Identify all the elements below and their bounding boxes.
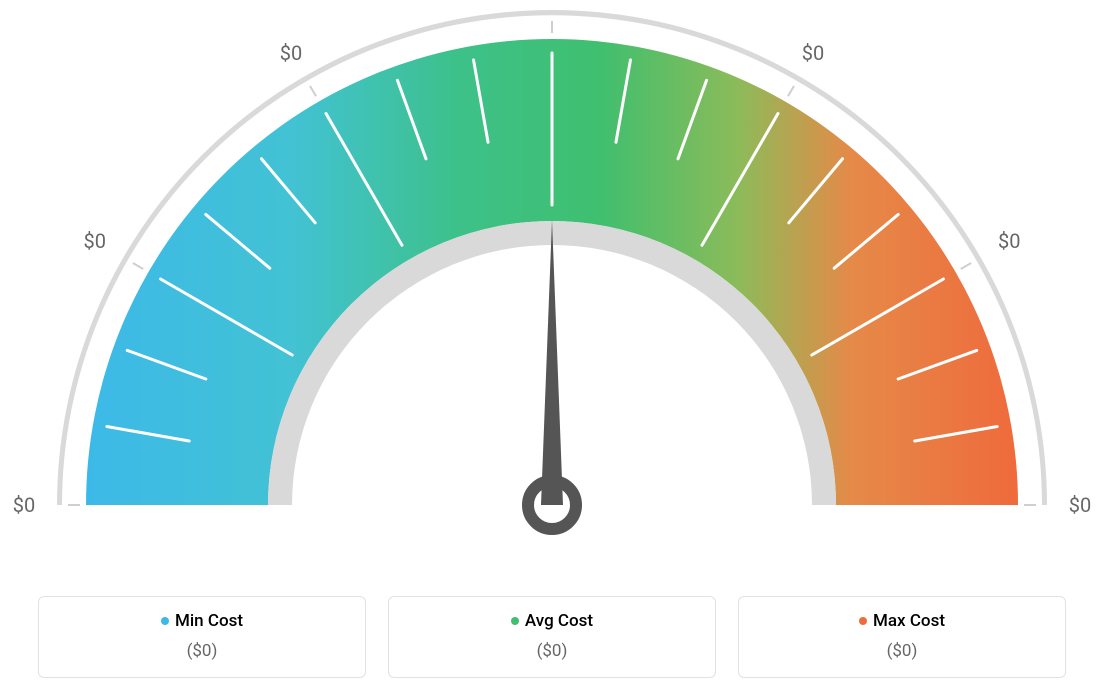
gauge-tick-label: $0 — [83, 229, 105, 253]
gauge-tick-label: $0 — [802, 41, 824, 65]
legend-title-min: Min Cost — [49, 611, 355, 631]
legend-card-avg: Avg Cost ($0) — [388, 596, 716, 678]
gauge-svg — [0, 0, 1104, 570]
legend-card-max: Max Cost ($0) — [738, 596, 1066, 678]
legend-value-avg: ($0) — [399, 641, 705, 661]
legend-card-min: Min Cost ($0) — [38, 596, 366, 678]
dot-icon-avg — [511, 617, 519, 625]
legend-label-max: Max Cost — [873, 611, 945, 631]
legend-title-avg: Avg Cost — [399, 611, 705, 631]
legend-label-min: Min Cost — [175, 611, 243, 631]
legend-row: Min Cost ($0) Avg Cost ($0) Max Cost ($0… — [38, 596, 1066, 678]
gauge-chart: $0 $0 $0 $0 $0 $0 $0 — [0, 0, 1104, 570]
gauge-tick-label: $0 — [280, 41, 302, 65]
gauge-tick-label: $0 — [1069, 493, 1091, 517]
legend-title-max: Max Cost — [749, 611, 1055, 631]
legend-value-max: ($0) — [749, 641, 1055, 661]
gauge-tick-label: $0 — [13, 493, 35, 517]
legend-label-avg: Avg Cost — [525, 611, 593, 631]
gauge-tick-label: $0 — [541, 0, 563, 3]
gauge-tick-label: $0 — [998, 229, 1020, 253]
legend-value-min: ($0) — [49, 641, 355, 661]
dot-icon-max — [859, 617, 867, 625]
dot-icon-min — [161, 617, 169, 625]
